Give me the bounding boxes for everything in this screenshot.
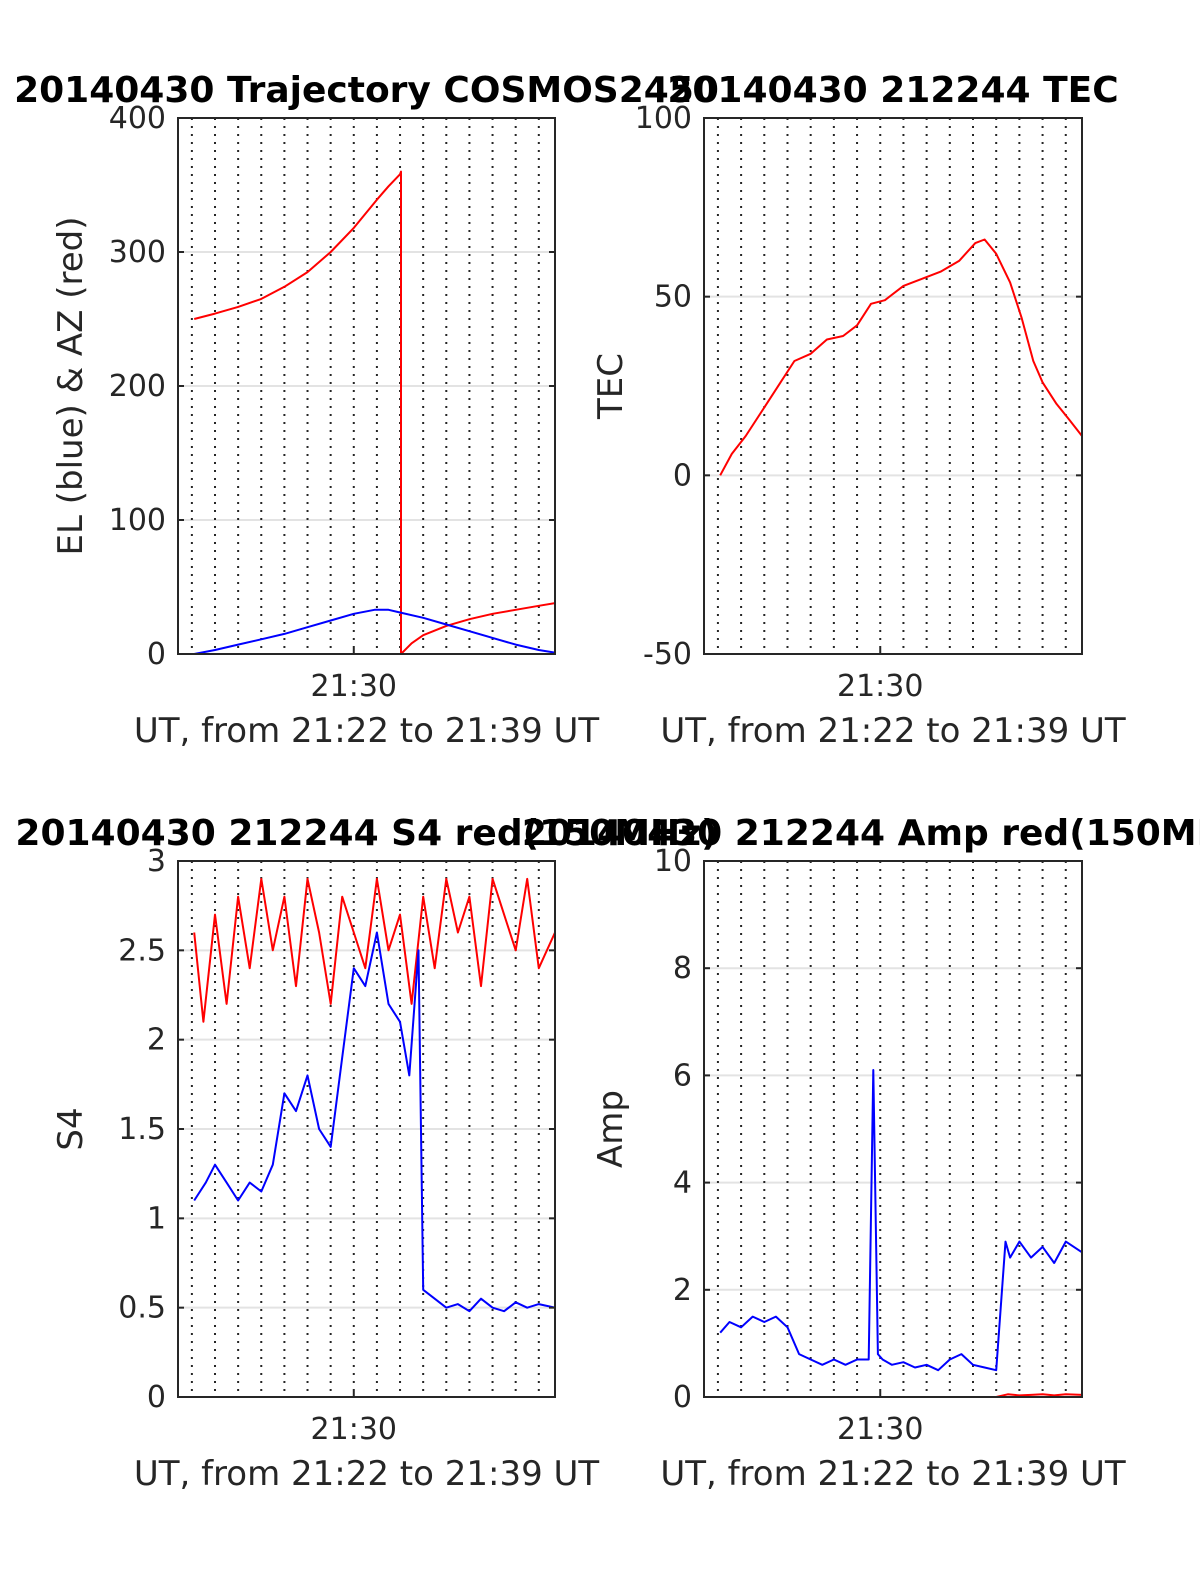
y-tick-label: 8 <box>673 951 692 986</box>
chart-panel-2: -50 0 50 100 21:30 UT, from 21:22 to 21:39 UT… <box>591 70 1126 751</box>
y-axis-label: EL (blue) & AZ (red) <box>51 216 91 555</box>
y-tick-label: 1.5 <box>118 1112 166 1147</box>
y-tick-label: 10 <box>654 844 692 879</box>
y-tick-label: 2.5 <box>118 933 166 968</box>
y-tick-label: 50 <box>654 280 692 315</box>
x-tick-label: 21:30 <box>837 1412 923 1447</box>
series-line-1 <box>193 170 555 654</box>
x-axis-label: UT, from 21:22 to 21:39 UT <box>660 711 1126 751</box>
x-tick-label: 21:30 <box>837 669 923 704</box>
y-tick-label: 200 <box>109 369 166 404</box>
y-tick-label: 6 <box>673 1058 692 1093</box>
y-axis-label: TEC <box>591 353 631 420</box>
y-tick-label: 300 <box>109 235 166 270</box>
y-tick-label: 100 <box>635 101 692 136</box>
y-tick-label: 2 <box>673 1273 692 1308</box>
x-axis-label: UT, from 21:22 to 21:39 UT <box>660 1454 1126 1494</box>
y-tick-label: 2 <box>147 1023 166 1058</box>
y-tick-label: 400 <box>109 101 166 136</box>
series-line-2 <box>193 931 555 1313</box>
chart-title: 20140430 212244 S4 red(150MHz) <box>15 813 717 854</box>
y-tick-label: 3 <box>147 844 166 879</box>
y-tick-label: 0 <box>673 458 692 493</box>
chart-panel-1: 0 100 200 300 400 21:30 UT, from 21:22 to 21:3… <box>14 70 719 751</box>
y-tick-label: 0 <box>147 1380 166 1415</box>
y-axis-label: S4 <box>51 1107 91 1150</box>
y-tick-label: 100 <box>109 503 166 538</box>
plot-area <box>704 861 1082 1397</box>
axes-box <box>703 117 1083 655</box>
chart-title: 20140430 Trajectory COSMOS2450 <box>14 70 719 111</box>
x-tick-label: 21:30 <box>311 1412 397 1447</box>
y-tick-label: 0 <box>673 1380 692 1415</box>
x-axis-label: UT, from 21:22 to 21:39 UT <box>134 1454 600 1494</box>
y-tick-label: -50 <box>643 637 692 672</box>
x-tick-label: 21:30 <box>311 669 397 704</box>
series-line-2 <box>194 608 555 654</box>
y-tick-label: 0.5 <box>118 1291 166 1326</box>
y-tick-label: 1 <box>147 1201 166 1236</box>
chart-panel-3: 0 0.5 1 1.5 2 2.5 3 21:30 UT, from 21:22 to 21:3… <box>15 813 717 1494</box>
series-line-2 <box>719 1069 1082 1372</box>
series-line-1 <box>719 238 1082 476</box>
y-tick-label: 0 <box>147 637 166 672</box>
chart-title: 20140430 212244 TEC <box>667 70 1118 111</box>
x-axis-label: UT, from 21:22 to 21:39 UT <box>134 711 600 751</box>
axes-box <box>703 860 1083 1398</box>
series-line-1 <box>193 877 555 1023</box>
chart-title: 20140430 212244 Amp red(150MHz) <box>522 813 1200 854</box>
y-tick-label: 4 <box>673 1166 692 1201</box>
plot-area <box>704 118 1082 654</box>
y-axis-label: Amp <box>591 1090 631 1168</box>
chart-panel-4: 0 2 4 6 8 10 21:30 UT, from 21:22 to 21:39 UT Am… <box>522 813 1200 1494</box>
